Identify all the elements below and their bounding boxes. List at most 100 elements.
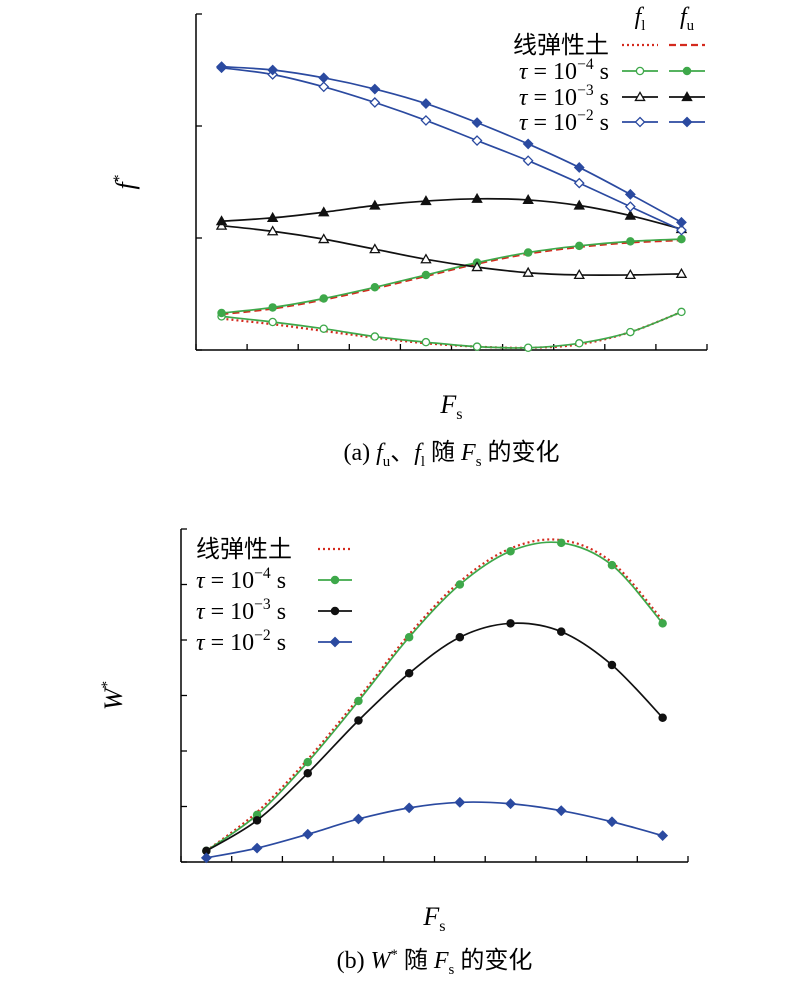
- legend-label: τ = 10−4 s: [519, 56, 609, 85]
- legend-label: τ = 10−3 s: [196, 596, 286, 625]
- data-point: [573, 199, 585, 210]
- data-point: [506, 546, 515, 556]
- data-point: [455, 580, 465, 589]
- series-τ=10−4s: [202, 538, 667, 856]
- data-point: [215, 215, 228, 226]
- data-point: [420, 195, 432, 206]
- data-point: [252, 816, 262, 825]
- legend-header-fl: fl: [635, 4, 646, 34]
- data-point: [658, 713, 667, 722]
- data-point: [302, 828, 314, 840]
- legend-label: 线弹性土: [196, 536, 292, 563]
- legend-swatch-marker: [329, 636, 341, 648]
- legend-swatch-marker: [634, 116, 646, 128]
- data-point: [522, 138, 534, 150]
- data-point: [607, 560, 617, 570]
- series-线弹性土: [205, 538, 664, 852]
- data-point: [522, 266, 534, 277]
- data-point: [404, 632, 414, 642]
- data-point: [624, 269, 637, 280]
- series-τ=10−3s-fu: [215, 192, 688, 234]
- series-τ=10−2s: [200, 796, 669, 864]
- data-point: [266, 225, 279, 236]
- data-point: [217, 308, 226, 318]
- series-线弹性土-fu: [221, 239, 682, 316]
- data-point: [354, 696, 363, 706]
- data-point: [523, 343, 533, 353]
- legend-swatch-marker: [635, 66, 645, 76]
- data-point: [506, 619, 515, 628]
- data-point: [624, 201, 636, 213]
- data-point: [454, 796, 466, 808]
- data-point: [675, 267, 688, 278]
- series-τ=10−4s-fl: [217, 307, 686, 353]
- data-point: [251, 842, 263, 854]
- data-point: [505, 798, 516, 810]
- data-point: [624, 188, 636, 200]
- data-point: [318, 81, 330, 93]
- data-point: [266, 211, 279, 222]
- series-line: [221, 224, 682, 277]
- legend-swatch-marker: [681, 91, 693, 102]
- series-线弹性土-fl: [221, 310, 682, 349]
- data-point: [455, 632, 465, 642]
- data-point: [370, 332, 380, 341]
- data-point: [268, 303, 277, 312]
- legend-swatch-marker: [682, 66, 692, 76]
- data-point: [677, 234, 686, 244]
- series-τ=10−3s-fl: [215, 219, 688, 280]
- data-point: [420, 98, 432, 110]
- series-line: [221, 65, 682, 224]
- caption: (b) W* 随 Fs 的变化: [337, 947, 533, 978]
- data-point: [658, 619, 667, 628]
- data-point: [573, 177, 585, 189]
- legend-swatch-marker: [634, 91, 646, 102]
- data-point: [657, 830, 669, 842]
- legend-label: τ = 10−2 s: [519, 107, 609, 136]
- legend-swatch-marker: [681, 116, 693, 128]
- data-point: [472, 342, 482, 351]
- series-τ=10−4s-fu: [217, 234, 686, 318]
- series-line: [205, 622, 664, 852]
- data-point: [626, 237, 635, 246]
- series-line: [206, 801, 663, 859]
- legend-swatch-marker: [330, 606, 340, 616]
- data-point: [421, 337, 431, 347]
- data-point: [403, 802, 415, 814]
- data-point: [471, 192, 483, 203]
- x-axis-label: Fs: [422, 902, 445, 935]
- data-point: [404, 669, 414, 678]
- y-axis-label: f*: [111, 174, 140, 189]
- data-point: [471, 135, 483, 146]
- data-point: [303, 768, 312, 778]
- data-point: [420, 114, 432, 126]
- data-point: [573, 269, 585, 280]
- data-point: [677, 307, 686, 317]
- data-point: [555, 805, 567, 817]
- data-point: [573, 162, 585, 173]
- legend-label: τ = 10−2 s: [196, 627, 286, 656]
- data-point: [676, 224, 687, 236]
- data-point: [318, 72, 330, 84]
- data-point: [353, 813, 364, 825]
- data-point: [420, 253, 432, 264]
- data-point: [370, 283, 380, 292]
- data-point: [471, 261, 483, 272]
- data-point: [318, 206, 330, 217]
- series-line: [221, 197, 682, 230]
- data-point: [303, 757, 312, 767]
- series-line: [221, 239, 682, 316]
- data-point: [522, 194, 534, 205]
- data-point: [267, 64, 279, 76]
- data-point: [216, 61, 227, 73]
- data-point: [369, 83, 381, 95]
- data-point: [471, 117, 483, 129]
- y-axis-label: W*: [99, 681, 128, 711]
- data-point: [318, 233, 330, 244]
- data-point: [624, 209, 637, 220]
